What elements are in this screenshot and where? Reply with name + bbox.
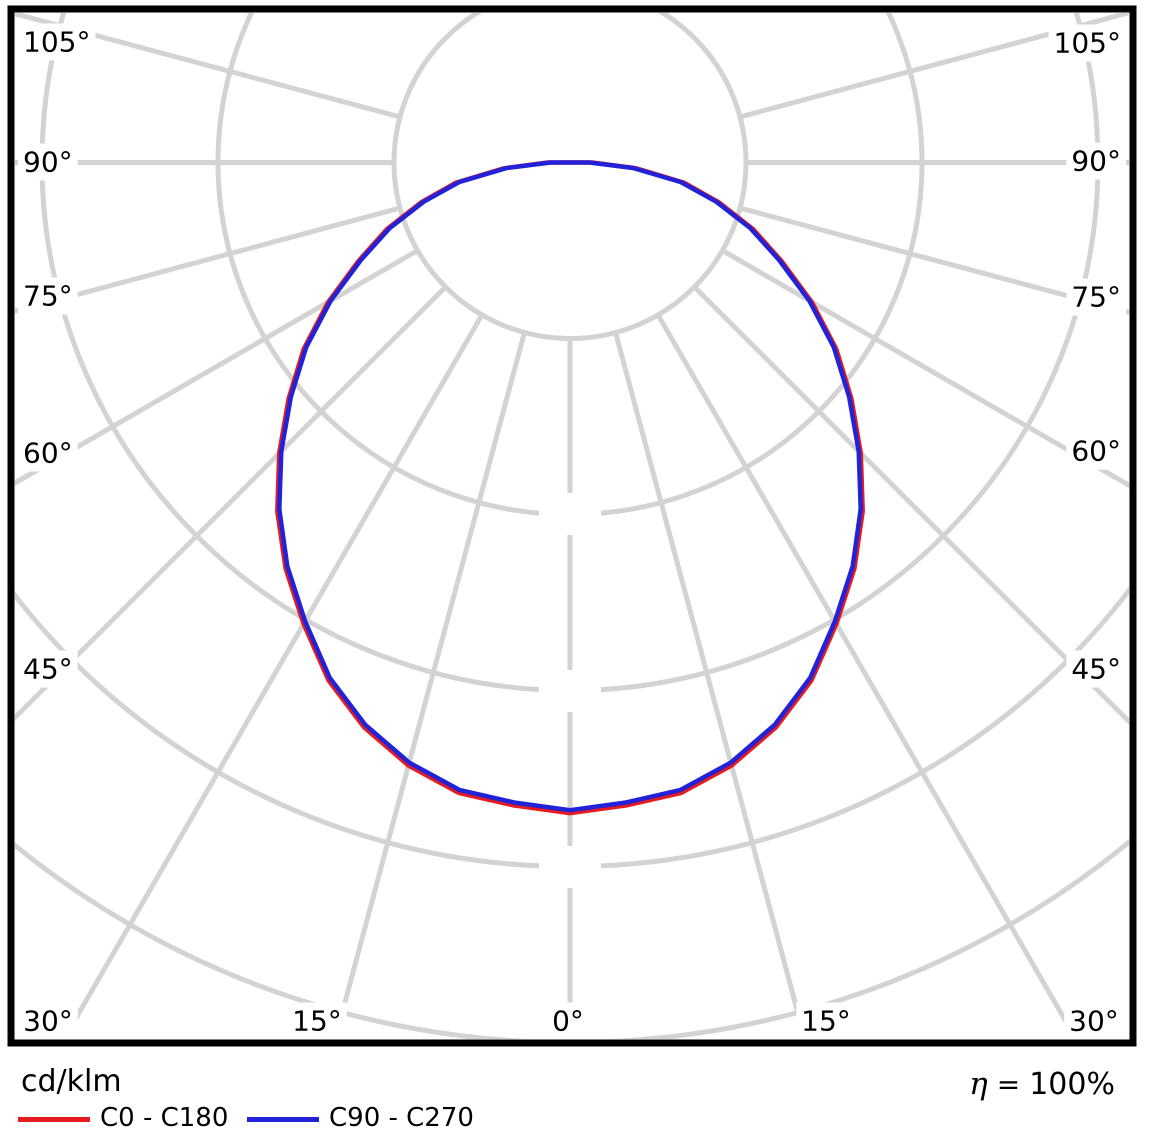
- angle-label-bg: [1066, 142, 1126, 180]
- ring-label-box: [539, 493, 601, 535]
- unit-label: cd/klm: [21, 1064, 122, 1099]
- angle-label: 30°: [1069, 1005, 1119, 1038]
- angle-label-group: 60°: [1066, 432, 1126, 470]
- eta-value: 100%: [1029, 1067, 1115, 1102]
- intensity-curve-c90-c270: [277, 160, 863, 813]
- angle-label-group: 105°: [18, 23, 96, 61]
- angle-label-group: 30°: [18, 1002, 78, 1040]
- angle-label-bg: [796, 1002, 856, 1040]
- angle-label: 105°: [23, 26, 90, 59]
- angle-label: 75°: [23, 280, 73, 313]
- angle-label-group: 90°: [1066, 142, 1126, 180]
- angle-label: 15°: [292, 1005, 342, 1038]
- legend-label-c0-c180: C0 - C180: [100, 1103, 229, 1133]
- angle-label-group: 45°: [1066, 650, 1126, 688]
- legend-item-c0-c180: C0 - C180: [18, 1103, 228, 1133]
- angle-label-bg: [18, 277, 78, 315]
- grid-spoke: [15, 248, 419, 486]
- angle-label-group: 60°: [18, 434, 78, 472]
- angle-label-bg: [18, 1002, 78, 1040]
- angle-label-bg: [18, 23, 96, 61]
- grid-spoke: [721, 248, 1129, 489]
- efficiency-readout: η = 100%: [969, 1066, 1115, 1102]
- angle-label-group: 45°: [18, 650, 78, 688]
- grid-spoke: [613, 331, 808, 1039]
- angle-label-group: 0°: [547, 1002, 589, 1040]
- angle-label: 90°: [23, 146, 73, 179]
- angle-label-group: 15°: [796, 1002, 856, 1040]
- angle-label: 60°: [23, 437, 73, 470]
- legend-label-c90-c270: C90 - C270: [329, 1103, 474, 1133]
- angle-label-group: 15°: [287, 1002, 347, 1040]
- angle-label-bg: [1066, 278, 1126, 316]
- grid-spoke: [739, 13, 1129, 120]
- grid-spoke: [15, 205, 401, 314]
- grid-spoke: [61, 313, 485, 1039]
- angle-label-group: 75°: [1066, 278, 1126, 316]
- ring-label-box: [539, 670, 601, 712]
- angle-label-group: 75°: [18, 277, 78, 315]
- angle-label: 90°: [1071, 145, 1121, 178]
- grid-spoke: [332, 331, 527, 1039]
- grid-spoke: [655, 313, 1079, 1039]
- grid-spoke: [15, 13, 401, 120]
- eta-equals: =: [996, 1068, 1021, 1101]
- angle-label-group: 105°: [1048, 24, 1126, 62]
- angle-label: 15°: [801, 1005, 851, 1038]
- angle-label-bg: [1048, 24, 1126, 62]
- angle-label-bg: [18, 650, 78, 688]
- angle-label: 30°: [23, 1005, 73, 1038]
- angle-label: 105°: [1054, 27, 1121, 60]
- angle-label: 75°: [1071, 281, 1121, 314]
- angle-label: 45°: [1071, 653, 1121, 686]
- angle-label: 45°: [23, 653, 73, 686]
- plot-border: [7, 5, 1137, 1047]
- angle-label-bg: [287, 1002, 347, 1040]
- grid-spoke: [739, 205, 1129, 315]
- eta-symbol: η: [969, 1066, 988, 1102]
- legend-line-red-icon: [18, 1116, 90, 1122]
- angle-label-group: 30°: [1064, 1002, 1124, 1040]
- angle-label-bg: [18, 143, 78, 181]
- grid-ring: [391, 13, 749, 341]
- angle-label-bg: [1066, 650, 1126, 688]
- angle-label-group: 90°: [18, 143, 78, 181]
- ring-label-box: [539, 846, 601, 888]
- angle-label-bg: [547, 1002, 589, 1040]
- angle-label-bg: [18, 434, 78, 472]
- angle-label: 0°: [552, 1005, 584, 1038]
- grid-ring: [15, 586, 1129, 869]
- angle-label-bg: [1064, 1002, 1124, 1040]
- legend-line-blue-icon: [247, 1116, 319, 1122]
- legend-item-c90-c270: C90 - C270: [247, 1103, 474, 1133]
- angle-label: 60°: [1071, 435, 1121, 468]
- angle-label-bg: [1066, 432, 1126, 470]
